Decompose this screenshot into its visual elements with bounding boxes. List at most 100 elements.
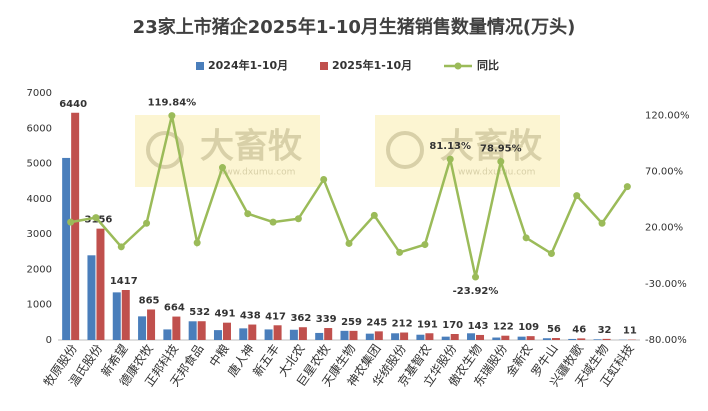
bar — [112, 292, 121, 340]
value-label: 664 — [164, 303, 185, 314]
bar — [264, 329, 273, 340]
bar — [450, 334, 459, 340]
bar — [138, 316, 147, 340]
watermark: 大畜牧 www.dxumu.com 大畜牧 www.dxumu.com — [135, 115, 560, 187]
line-marker — [294, 215, 302, 223]
y-tick-label: 3000 — [27, 229, 52, 240]
watermark-logo — [146, 131, 184, 169]
watermark-text: 大畜牧 — [200, 127, 303, 167]
bar — [87, 255, 96, 340]
value-label: 191 — [417, 319, 438, 330]
y-tick-label: 0 — [46, 335, 52, 346]
line-marker — [244, 210, 252, 218]
bar — [172, 316, 181, 340]
bar — [416, 334, 425, 340]
value-label: 532 — [189, 307, 210, 318]
bar — [526, 336, 535, 340]
bar — [602, 338, 611, 340]
bar — [197, 321, 206, 340]
bar — [542, 338, 551, 340]
y-tick-label: 5000 — [27, 159, 52, 170]
value-label: 1417 — [110, 276, 138, 287]
bar — [298, 327, 307, 340]
line-value-label: 78.95% — [480, 144, 522, 155]
bar — [96, 228, 105, 340]
line-value-label: 81.13% — [429, 141, 471, 152]
legend-label: 同比 — [477, 58, 499, 72]
bar — [551, 338, 560, 340]
value-label: 339 — [316, 314, 337, 325]
bar — [213, 330, 222, 340]
y2-tick-label: -80.00% — [645, 335, 687, 346]
line-marker — [547, 250, 555, 258]
y2-tick-label: -30.00% — [645, 279, 687, 290]
value-label: 491 — [215, 309, 236, 320]
line-marker — [573, 192, 581, 200]
line-marker — [522, 234, 530, 242]
bar — [222, 322, 231, 340]
bar — [365, 333, 374, 340]
watermark-url: www.dxumu.com — [218, 168, 295, 178]
y-tick-label: 1000 — [27, 300, 52, 311]
bar — [71, 112, 80, 340]
line-marker — [67, 218, 75, 226]
bar — [188, 321, 197, 340]
legend-swatch — [320, 62, 328, 70]
bar — [425, 333, 434, 340]
bar — [441, 336, 450, 340]
bar — [315, 332, 324, 340]
bar — [568, 338, 577, 340]
bar — [163, 329, 172, 340]
bar — [121, 290, 130, 340]
bar — [349, 330, 358, 340]
value-label: 417 — [265, 311, 286, 322]
y-tick-label: 7000 — [27, 88, 52, 99]
value-label: 32 — [598, 325, 612, 336]
value-label: 122 — [493, 322, 514, 333]
legend-label: 2025年1-10月 — [332, 58, 412, 72]
bar — [62, 157, 71, 340]
legend-swatch — [454, 62, 462, 70]
bar — [374, 331, 383, 340]
line-marker — [421, 241, 429, 249]
bar — [517, 336, 526, 340]
line-marker — [446, 155, 454, 163]
bar — [467, 333, 476, 340]
value-label: 259 — [341, 317, 362, 328]
bar — [577, 338, 586, 340]
bar — [476, 334, 485, 340]
bar — [391, 333, 400, 340]
value-label: 109 — [518, 322, 539, 333]
line-marker — [168, 112, 176, 120]
bar — [324, 328, 333, 340]
value-label: 245 — [366, 317, 387, 328]
bar — [340, 330, 349, 340]
value-label: 143 — [468, 321, 489, 332]
y2-tick-label: 70.00% — [645, 167, 683, 178]
line-marker — [472, 273, 480, 281]
line-value-label: 119.84% — [148, 98, 197, 109]
line-marker — [320, 175, 328, 183]
bar — [501, 335, 510, 340]
line-marker — [623, 183, 631, 191]
watermark-text: 大畜牧 — [440, 127, 543, 167]
line-marker — [598, 219, 606, 227]
bar — [492, 337, 501, 340]
chart-title: 23家上市猪企2025年1-10月生猪销售数量情况(万头) — [133, 16, 576, 38]
watermark-logo — [386, 131, 424, 169]
line-marker — [345, 239, 353, 247]
line-marker — [497, 158, 505, 166]
line-marker — [193, 239, 201, 247]
line-marker — [92, 214, 100, 222]
watermark-box — [375, 115, 560, 187]
value-label: 6440 — [59, 99, 87, 110]
value-label: 11 — [623, 326, 637, 337]
value-label: 56 — [547, 324, 561, 335]
line-marker — [370, 211, 378, 219]
value-label: 438 — [240, 311, 261, 322]
value-label: 212 — [392, 319, 413, 330]
line-value-label: -23.92% — [453, 286, 499, 297]
value-label: 170 — [442, 320, 463, 331]
